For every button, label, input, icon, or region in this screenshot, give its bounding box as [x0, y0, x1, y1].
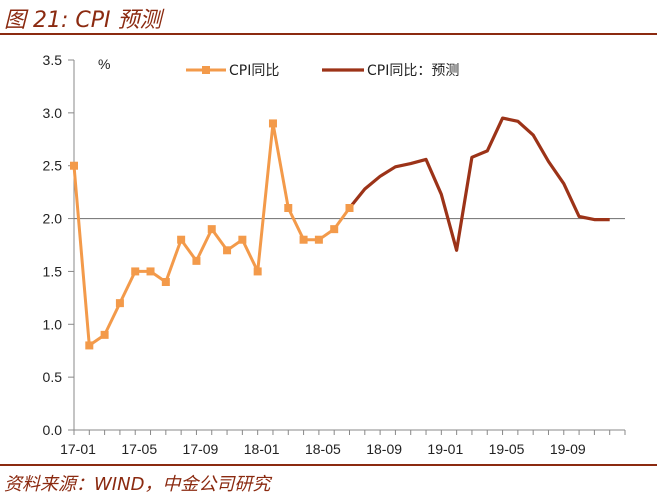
y-tick-label: 3.5: [43, 52, 63, 68]
series-line-actual: [72, 121, 351, 347]
x-tick-label: 17-01: [60, 441, 96, 457]
x-tick-label: 18-01: [244, 441, 280, 457]
y-tick-label: 2.5: [43, 158, 63, 174]
data-point-actual: [253, 267, 262, 276]
y-tick-label: 3.0: [43, 105, 63, 121]
data-point-actual: [345, 204, 354, 212]
figure-source: 资料来源：WIND，中金公司研究: [4, 474, 271, 495]
y-tick-label: 1.5: [43, 263, 63, 279]
data-point-actual: [314, 235, 323, 244]
data-point-actual: [299, 235, 308, 244]
series-line-forecast: [348, 116, 610, 252]
data-point-actual: [177, 235, 186, 244]
data-point-actual: [284, 204, 293, 212]
x-tick-label: 19-01: [427, 441, 463, 457]
x-tick-label: 17-05: [121, 441, 157, 457]
data-point-actual: [238, 235, 247, 244]
y-tick-label: 2.0: [43, 211, 63, 227]
y-tick-label: 0.0: [43, 422, 63, 438]
source-divider: [0, 464, 657, 466]
x-tick-label: 17-09: [183, 441, 219, 457]
y-tick-label: 1.0: [43, 316, 63, 332]
data-point-actual: [223, 246, 232, 255]
legend-marker-actual: [202, 66, 210, 74]
data-point-actual: [207, 225, 216, 234]
data-point-actual: [85, 341, 94, 350]
title-divider: [0, 33, 657, 35]
data-point-actual: [146, 267, 155, 276]
figure-title: 图 21: CPI 预测: [4, 8, 162, 33]
data-point-actual: [330, 225, 339, 234]
data-point-actual: [192, 256, 201, 265]
legend-label-actual: CPI同比: [229, 63, 279, 79]
chart-axes: 0.0 0.5 1.0 1.5 2.0 2.5 3.0 3.5 % 17-01 17-05 17-09…: [43, 52, 626, 457]
x-tick-label: 18-05: [305, 441, 341, 457]
legend-label-forecast: CPI同比：预测: [367, 63, 459, 79]
x-tick-label: 18-09: [366, 441, 402, 457]
data-point-actual: [268, 119, 277, 128]
chart-legend: CPI同比 CPI同比：预测: [186, 63, 459, 79]
x-tick-label: 19-09: [550, 441, 586, 457]
data-point-actual: [131, 267, 140, 276]
data-point-actual: [161, 278, 170, 286]
data-point-actual: [100, 330, 109, 339]
y-unit-label: %: [98, 56, 110, 72]
data-point-actual: [70, 161, 78, 170]
y-tick-label: 0.5: [43, 369, 63, 385]
x-tick-label: 19-05: [489, 441, 525, 457]
data-point-actual: [115, 299, 124, 308]
series-lines: [70, 116, 610, 350]
